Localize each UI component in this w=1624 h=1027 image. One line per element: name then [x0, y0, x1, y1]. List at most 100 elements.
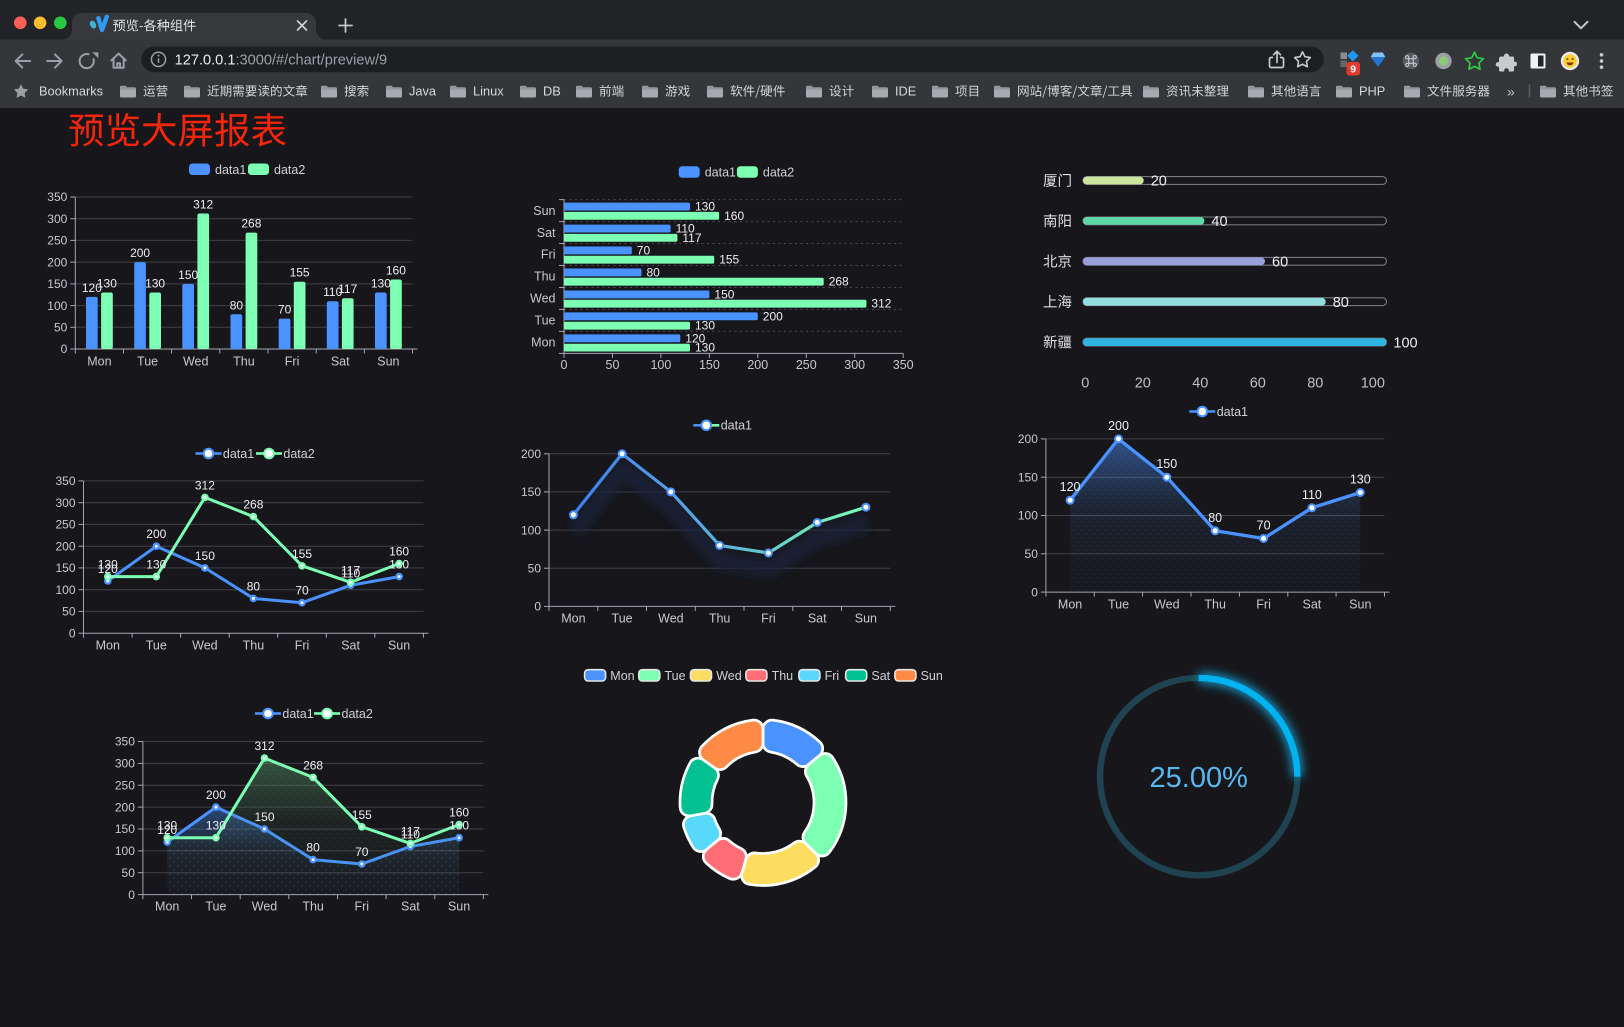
svg-text:200: 200 [55, 539, 75, 553]
svg-text:Mon: Mon [87, 355, 111, 369]
svg-text:160: 160 [449, 806, 469, 820]
svg-text:150: 150 [699, 358, 720, 372]
svg-text:80: 80 [647, 265, 661, 279]
svg-text:350: 350 [47, 190, 67, 204]
svg-text:160: 160 [389, 545, 409, 559]
svg-text:130: 130 [157, 819, 177, 833]
svg-text:155: 155 [292, 547, 312, 561]
svg-text:150: 150 [254, 810, 274, 824]
svg-text:Thu: Thu [772, 669, 794, 683]
svg-text:120: 120 [157, 823, 177, 837]
svg-text:268: 268 [829, 275, 849, 289]
svg-text:110: 110 [323, 285, 342, 299]
svg-text:Wed: Wed [183, 355, 209, 369]
svg-text:data1: data1 [705, 166, 736, 180]
svg-text:150: 150 [178, 268, 198, 282]
svg-text:130: 130 [371, 277, 391, 291]
svg-text:Bookmarks: Bookmarks [39, 84, 103, 99]
svg-text:Sat: Sat [871, 669, 890, 683]
svg-text:80: 80 [306, 841, 320, 855]
svg-text:200: 200 [146, 527, 166, 541]
svg-text:120: 120 [1060, 480, 1081, 494]
svg-text:110: 110 [401, 828, 420, 842]
svg-text:Thu: Thu [709, 612, 731, 626]
svg-text:9: 9 [1350, 64, 1356, 76]
svg-text:150: 150 [55, 561, 75, 575]
svg-text:data2: data2 [763, 166, 794, 180]
svg-text:155: 155 [290, 266, 310, 280]
svg-text:Thu: Thu [243, 639, 265, 653]
svg-text:80: 80 [1208, 511, 1222, 525]
svg-text:Linux: Linux [473, 84, 504, 99]
svg-text:150: 150 [714, 287, 734, 301]
svg-text:150: 150 [521, 485, 541, 499]
svg-text:Wed: Wed [658, 612, 684, 626]
svg-text:Sat: Sat [808, 612, 827, 626]
svg-text:Wed: Wed [716, 669, 742, 683]
svg-text:Wed: Wed [252, 900, 278, 914]
svg-text:Tue: Tue [665, 669, 686, 683]
svg-text:Sun: Sun [855, 612, 877, 626]
svg-text:data1: data1 [223, 447, 254, 461]
svg-text:130: 130 [695, 341, 715, 355]
svg-text:150: 150 [115, 822, 135, 836]
svg-text:80: 80 [230, 298, 244, 312]
svg-text:Fri: Fri [825, 669, 840, 683]
svg-text:data1: data1 [282, 707, 313, 721]
svg-text:Wed: Wed [192, 639, 218, 653]
svg-text:300: 300 [115, 757, 135, 771]
svg-text:Tue: Tue [146, 639, 167, 653]
svg-text:268: 268 [243, 498, 263, 512]
svg-text:120: 120 [98, 562, 118, 576]
svg-text:50: 50 [122, 866, 136, 880]
svg-text:300: 300 [844, 358, 865, 372]
svg-text:Mon: Mon [610, 669, 634, 683]
svg-text:200: 200 [1018, 432, 1038, 446]
svg-text:120: 120 [82, 281, 102, 295]
svg-text:127.0.0.1:3000/#/chart/preview: 127.0.0.1:3000/#/chart/preview/9 [175, 53, 388, 69]
svg-text:0: 0 [1081, 376, 1089, 392]
svg-text:268: 268 [303, 758, 323, 772]
svg-text:data1: data1 [1217, 405, 1248, 419]
svg-text:70: 70 [278, 303, 292, 317]
svg-text:Wed: Wed [1154, 598, 1180, 612]
svg-text:Tue: Tue [205, 900, 226, 914]
svg-text:200: 200 [521, 447, 541, 461]
svg-text:Thu: Thu [233, 355, 255, 369]
svg-text:IDE: IDE [895, 84, 916, 99]
svg-text:Thu: Thu [534, 270, 556, 284]
svg-text:Fri: Fri [761, 612, 776, 626]
svg-text:110: 110 [341, 566, 360, 580]
svg-text:130: 130 [695, 200, 715, 214]
svg-text:130: 130 [146, 558, 166, 572]
svg-text:Mon: Mon [96, 639, 120, 653]
svg-text:300: 300 [47, 212, 67, 226]
svg-text:60: 60 [1272, 255, 1288, 271]
svg-text:268: 268 [241, 217, 261, 231]
svg-text:120: 120 [685, 331, 705, 345]
svg-text:Sun: Sun [1349, 598, 1371, 612]
svg-text:250: 250 [115, 778, 135, 792]
svg-text:Wed: Wed [530, 292, 556, 306]
svg-text:312: 312 [871, 297, 891, 311]
svg-text:50: 50 [528, 562, 542, 576]
svg-text:Fri: Fri [285, 355, 300, 369]
svg-text:200: 200 [115, 800, 135, 814]
svg-text:Fri: Fri [295, 639, 310, 653]
svg-text:Sun: Sun [377, 355, 399, 369]
svg-text:50: 50 [62, 605, 76, 619]
svg-text:0: 0 [69, 626, 76, 640]
svg-text:155: 155 [719, 253, 739, 267]
svg-text:data1: data1 [721, 419, 752, 433]
svg-text:117: 117 [338, 282, 357, 296]
svg-text:110: 110 [1302, 488, 1322, 502]
svg-text:100: 100 [1018, 509, 1038, 523]
svg-text:0: 0 [561, 358, 568, 372]
svg-text:117: 117 [682, 231, 701, 245]
svg-text:Tue: Tue [534, 314, 555, 328]
svg-text:Sun: Sun [448, 900, 470, 914]
svg-text:80: 80 [247, 579, 261, 593]
svg-text:312: 312 [193, 198, 213, 212]
svg-text:20: 20 [1135, 376, 1151, 392]
svg-text:50: 50 [1025, 547, 1039, 561]
